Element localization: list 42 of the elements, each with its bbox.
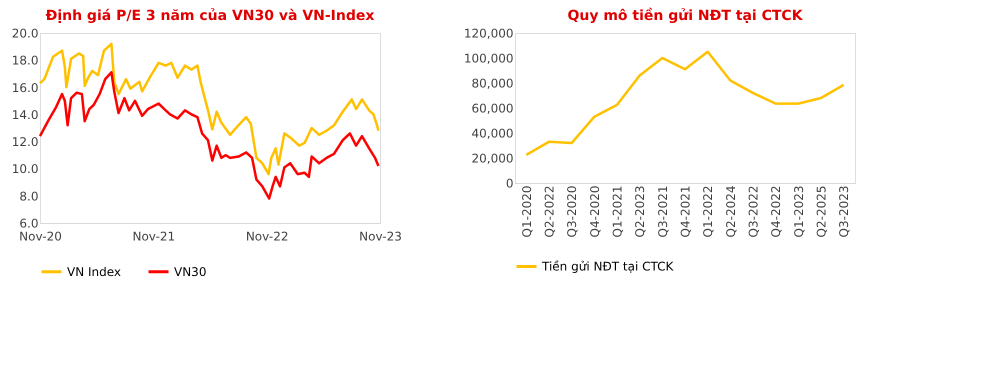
- y-tick-label: 60,000: [472, 102, 514, 116]
- y-tick-label: 120,000: [464, 26, 514, 40]
- x-tick-label: Q1-2021: [610, 186, 624, 238]
- y-tick-label: 18.0: [12, 54, 38, 68]
- x-tick-label: Q1-2023: [792, 186, 806, 238]
- x-tick-label: Nov-23: [359, 230, 402, 244]
- x-tick-label: Q2-2023: [633, 186, 648, 238]
- x-tick-label: Q3-2022: [746, 186, 760, 238]
- y-tick-label: 20,000: [472, 152, 514, 166]
- x-tick-label: Q2-2025: [814, 186, 828, 238]
- chart-title: Định giá P/E 3 năm của VN30 và VN-Index: [46, 8, 374, 24]
- x-tick-label: Nov-22: [246, 230, 289, 244]
- x-tick-label: Q3-2021: [656, 186, 670, 238]
- x-tick-label: Nov-21: [132, 230, 176, 244]
- y-tick-label: 100,000: [464, 52, 514, 66]
- x-tick-label: Q4-2022: [769, 186, 784, 238]
- x-tick-label: Q2-2024: [724, 186, 738, 238]
- x-tick-label: Q3-2020: [565, 186, 580, 238]
- line-series: [525, 50, 845, 156]
- y-tick-label: 80,000: [472, 76, 514, 90]
- line-series: [38, 71, 380, 200]
- y-tick-label: 0: [506, 176, 514, 190]
- legend-label: Tiền gửi NĐT tại CTCK: [541, 260, 674, 274]
- x-tick-label: Q4-2020: [588, 186, 602, 238]
- x-tick-label: Q4-2021: [678, 186, 692, 238]
- x-tick-label: Q2-2022: [542, 186, 556, 238]
- x-tick-label: Nov-20: [19, 230, 62, 244]
- y-tick-label: 40,000: [472, 126, 514, 140]
- x-tick-label: Q1-2022: [701, 186, 716, 238]
- y-tick-label: 6.0: [19, 216, 38, 230]
- y-tick-label: 20.0: [12, 26, 38, 40]
- y-tick-label: 14.0: [12, 108, 38, 122]
- y-tick-label: 10.0: [12, 162, 38, 176]
- y-tick-label: 8.0: [19, 189, 38, 204]
- legend-label: VN Index: [67, 264, 122, 279]
- x-tick-label: Q1-2020: [520, 186, 534, 238]
- legend-label: VN30: [174, 264, 206, 279]
- y-tick-label: 12.0: [12, 135, 38, 150]
- line-series: [38, 42, 380, 176]
- chart-title: Quy mô tiền gửi NĐT tại CTCK: [567, 7, 804, 24]
- y-tick-label: 16.0: [12, 80, 38, 95]
- x-tick-label: Q3-2023: [837, 186, 852, 238]
